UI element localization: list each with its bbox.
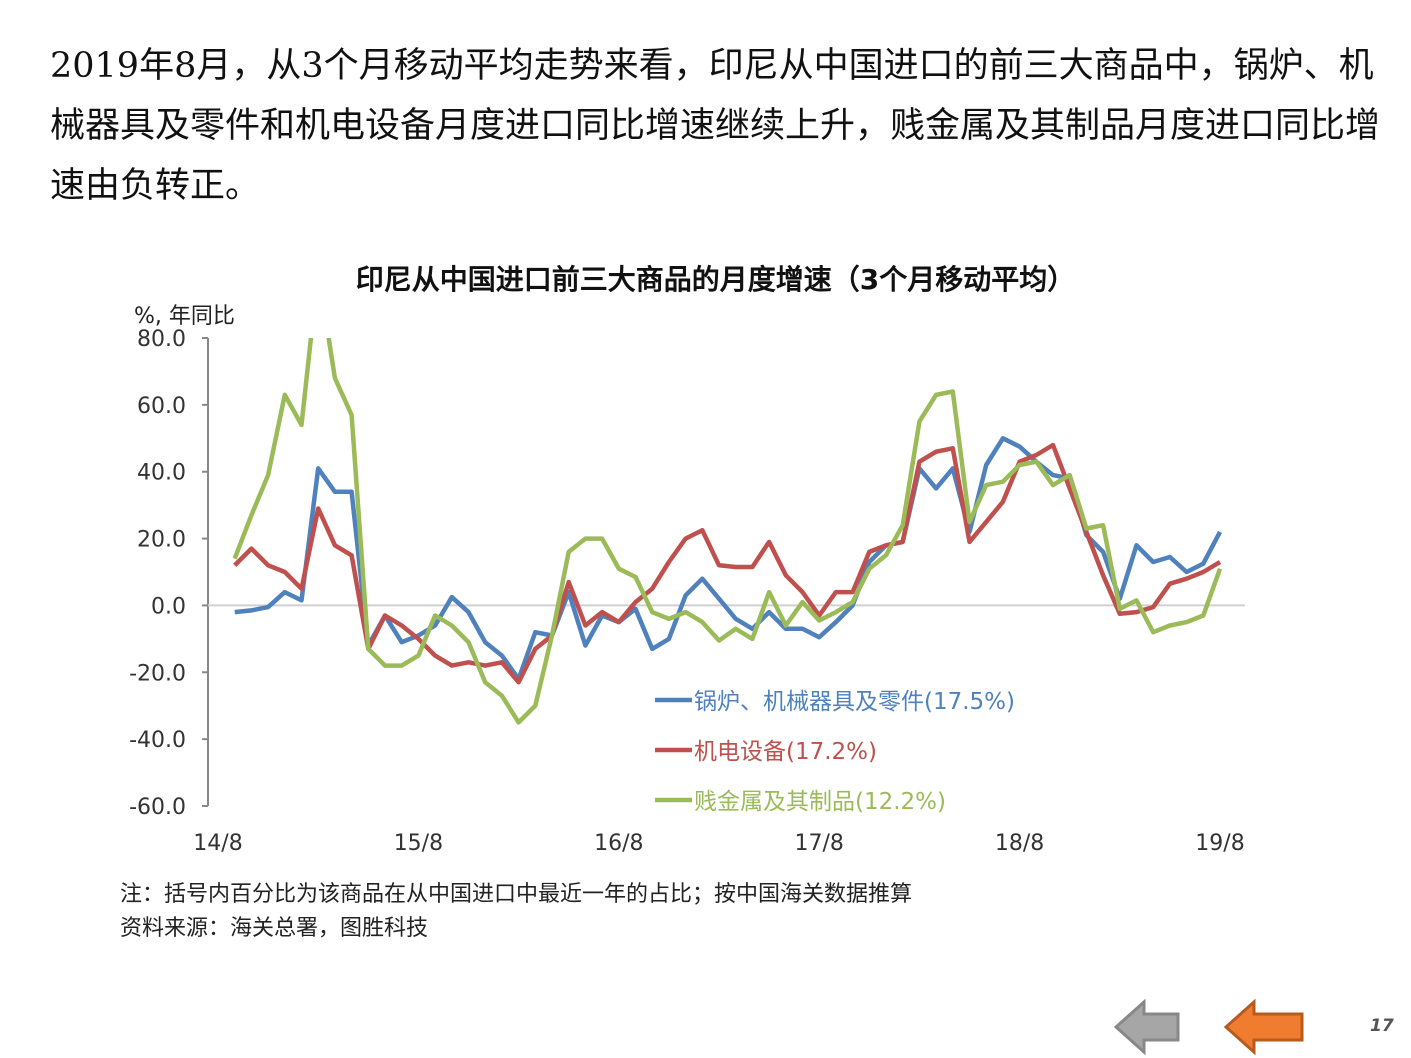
back-arrow-icon[interactable] xyxy=(1222,998,1306,1056)
y-axis-unit-label: %, 年同比 xyxy=(134,304,235,329)
x-tick-label: 16/8 xyxy=(594,831,643,856)
legend-label: 机电设备(17.2%) xyxy=(694,739,877,765)
y-tick-label: 60.0 xyxy=(137,394,186,419)
y-tick-label: 80.0 xyxy=(137,327,186,352)
footnote: 注：括号内百分比为该商品在从中国进口中最近一年的占比；按中国海关数据推算 xyxy=(120,882,913,907)
y-tick-label: 0.0 xyxy=(151,594,186,619)
y-tick-label: 20.0 xyxy=(137,528,186,553)
page-number: 17 xyxy=(1370,1016,1394,1036)
intro-paragraph: 2019年8月，从3个月移动平均走势来看，印尼从中国进口的前三大商品中，锅炉、机… xyxy=(50,46,1381,206)
x-tick-label: 15/8 xyxy=(394,831,443,856)
x-tick-label: 19/8 xyxy=(1195,831,1244,856)
y-tick-label: -40.0 xyxy=(129,728,186,753)
source-note: 资料来源：海关总署，图胜科技 xyxy=(120,916,429,941)
series-line-3 xyxy=(232,338,1223,725)
x-tick-label: 18/8 xyxy=(995,831,1044,856)
y-tick-label: 40.0 xyxy=(137,461,186,486)
previous-page-arrow-icon[interactable] xyxy=(1112,998,1184,1056)
series-line-2 xyxy=(233,442,1222,685)
legend-label: 锅炉、机械器具及零件(17.5%) xyxy=(694,689,1015,715)
x-tick-label: 17/8 xyxy=(794,831,843,856)
y-tick-label: -60.0 xyxy=(129,795,186,820)
series-line-1 xyxy=(234,436,1222,682)
chart-title: 印尼从中国进口前三大商品的月度增速（3个月移动平均） xyxy=(355,263,1076,296)
legend-label: 贱金属及其制品(12.2%) xyxy=(694,789,946,815)
y-tick-label: -20.0 xyxy=(129,661,186,686)
x-tick-label: 14/8 xyxy=(193,831,242,856)
